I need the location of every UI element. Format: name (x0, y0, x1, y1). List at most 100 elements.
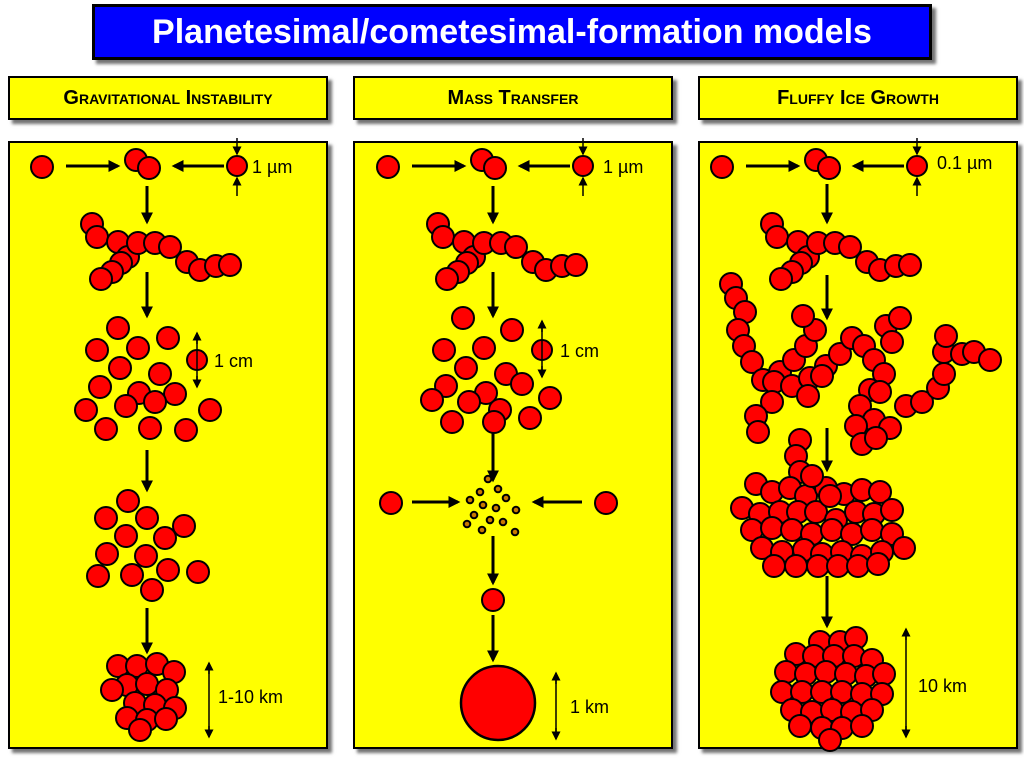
body-particle (850, 714, 874, 738)
pebble (95, 542, 119, 566)
pebble (94, 417, 118, 441)
pebble (85, 338, 109, 362)
fluffy-particle (934, 324, 958, 348)
pebble (86, 564, 110, 588)
grain (483, 156, 507, 180)
pebble (174, 418, 198, 442)
fluffy-particle (866, 552, 890, 576)
pebble (510, 372, 534, 396)
grain (137, 156, 161, 180)
fluffy-particle (760, 516, 784, 540)
fragment (493, 484, 503, 494)
fragment (511, 505, 521, 515)
fluffy-particle (791, 304, 815, 328)
grain (226, 155, 248, 177)
pebble (451, 306, 475, 330)
label-body-size-mt: 1 km (570, 697, 609, 717)
pebble (163, 382, 187, 406)
planetesimal (459, 664, 537, 742)
fluffy-particle (826, 554, 850, 578)
slide-title: Planetesimal/cometesimal-formation model… (92, 4, 932, 60)
fragment (469, 510, 479, 520)
label-grain-size-gi: 1 µm (252, 157, 292, 177)
pebble (432, 338, 456, 362)
pebble (116, 489, 140, 513)
fluffy-particle (880, 498, 904, 522)
fluffy-particle (880, 330, 904, 354)
grain (906, 155, 928, 177)
fluffy-particle (806, 554, 830, 578)
fragment (491, 503, 501, 513)
pebble (420, 388, 444, 412)
fragment (483, 474, 493, 484)
aggregate-particle (435, 267, 459, 291)
pebble (472, 336, 496, 360)
aggregate-particle (89, 267, 113, 291)
fluffy-particle (796, 384, 820, 408)
fluffy-particle (910, 390, 934, 414)
aggregate-particle (838, 235, 862, 259)
pebble (126, 336, 150, 360)
fluffy-particle (746, 420, 770, 444)
label-pebble-size-mt: 1 cm (560, 341, 599, 361)
fluffy-particle (810, 364, 834, 388)
pebble (120, 563, 144, 587)
fragment (510, 527, 520, 537)
fragment (501, 493, 511, 503)
body-particle (100, 678, 124, 702)
fluffy-particle (868, 380, 892, 404)
fluffy-particle (760, 390, 784, 414)
grain (376, 155, 400, 179)
pebble (134, 544, 158, 568)
fluffy-particle (892, 536, 916, 560)
label-pebble-size-gi: 1 cm (214, 351, 253, 371)
fluffy-particle (780, 518, 804, 542)
body-particle (128, 718, 152, 742)
fluffy-particle (846, 554, 870, 578)
pebble (74, 398, 98, 422)
aggregate-particle (158, 235, 182, 259)
pebble (172, 514, 196, 538)
fluffy-particle (932, 362, 956, 386)
label-body-size-gi: 1-10 km (218, 687, 283, 707)
pebble (114, 394, 138, 418)
pebble (457, 390, 481, 414)
fluffy-particle (800, 464, 824, 488)
body-particle (774, 660, 798, 684)
pebble (140, 578, 164, 602)
pebble (454, 356, 478, 380)
fluffy-particle (978, 348, 1002, 372)
pebble (594, 491, 618, 515)
grain (817, 156, 841, 180)
body-particle (872, 662, 896, 686)
pebble (156, 558, 180, 582)
pebble (481, 588, 505, 612)
fluffy-particle (784, 554, 808, 578)
fragment (498, 517, 508, 527)
pebble (153, 526, 177, 550)
pebble (108, 356, 132, 380)
pebble (198, 398, 222, 422)
pebble (434, 374, 458, 398)
fluffy-particle (888, 306, 912, 330)
label-grain-size-mt: 1 µm (603, 157, 643, 177)
pebble (106, 316, 130, 340)
aggregate-particle (769, 267, 793, 291)
grain (572, 155, 594, 177)
fluffy-particle (864, 426, 888, 450)
fluffy-particle (820, 518, 844, 542)
body-particle (788, 714, 812, 738)
pebble (440, 410, 464, 434)
fragment (477, 525, 487, 535)
pebble (114, 524, 138, 548)
grain (30, 155, 54, 179)
body-particle (814, 660, 838, 684)
body-particle (154, 707, 178, 731)
body-particle (135, 672, 159, 696)
fluffy-particle (740, 350, 764, 374)
fragment (465, 495, 475, 505)
aggregate-particle (564, 253, 588, 277)
pebble (518, 406, 542, 430)
body-particle (818, 728, 842, 752)
